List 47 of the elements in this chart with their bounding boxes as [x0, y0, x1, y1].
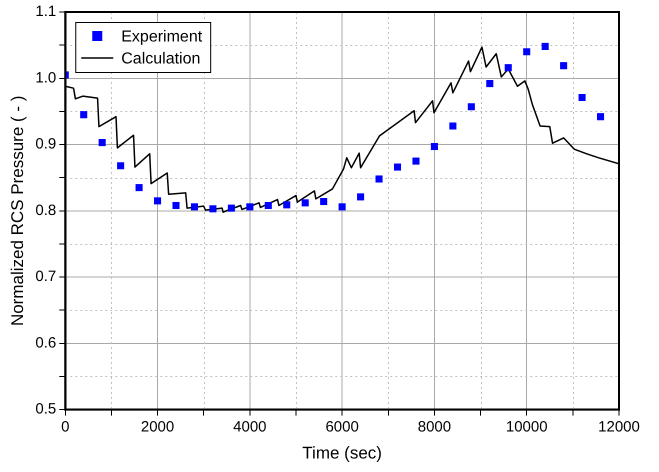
- x-tick-label: 6000: [325, 418, 359, 436]
- point: [320, 198, 328, 206]
- point: [228, 204, 235, 212]
- point: [283, 201, 290, 208]
- point: [578, 94, 586, 102]
- point: [209, 205, 216, 212]
- point: [338, 203, 346, 210]
- point: [154, 197, 162, 204]
- legend-label: Experiment: [121, 28, 203, 46]
- point: [504, 64, 512, 72]
- point: [246, 203, 254, 210]
- point: [190, 203, 198, 210]
- point: [172, 202, 180, 210]
- y-tick-label: 1.0: [35, 69, 56, 86]
- x-tick-label: 0: [61, 418, 70, 436]
- legend-label: Calculation: [121, 50, 200, 68]
- point: [376, 175, 383, 183]
- point: [357, 193, 364, 200]
- x-axis-title: Time (sec): [302, 443, 382, 462]
- y-tick-label: 0.8: [35, 202, 56, 219]
- y-tick-label: 0.5: [35, 400, 56, 418]
- x-tick-label: 12000: [598, 418, 640, 436]
- point: [486, 80, 494, 88]
- x-tick-label: 4000: [233, 418, 267, 436]
- y-tick-label: 1.1: [35, 3, 56, 20]
- point: [136, 184, 143, 192]
- point: [430, 142, 438, 150]
- point: [449, 122, 456, 130]
- point: [542, 42, 549, 50]
- x-tick-label: 8000: [418, 418, 452, 436]
- point: [98, 139, 106, 146]
- x-tick-label: 2000: [140, 418, 174, 436]
- point: [523, 48, 530, 56]
- point: [597, 113, 604, 120]
- x-tick-label: 10000: [506, 418, 548, 436]
- point: [117, 162, 124, 170]
- y-axis-title: Normalized RCS Pressure ( - ): [8, 96, 27, 326]
- y-tick-label: 0.9: [35, 136, 56, 153]
- y-tick-label: 0.6: [35, 334, 56, 352]
- point: [394, 164, 402, 171]
- point: [412, 158, 420, 165]
- point: [468, 103, 475, 110]
- point: [560, 62, 568, 70]
- y-tick-label: 0.7: [35, 268, 56, 286]
- point: [302, 199, 309, 206]
- point: [80, 111, 88, 118]
- point: [264, 202, 272, 210]
